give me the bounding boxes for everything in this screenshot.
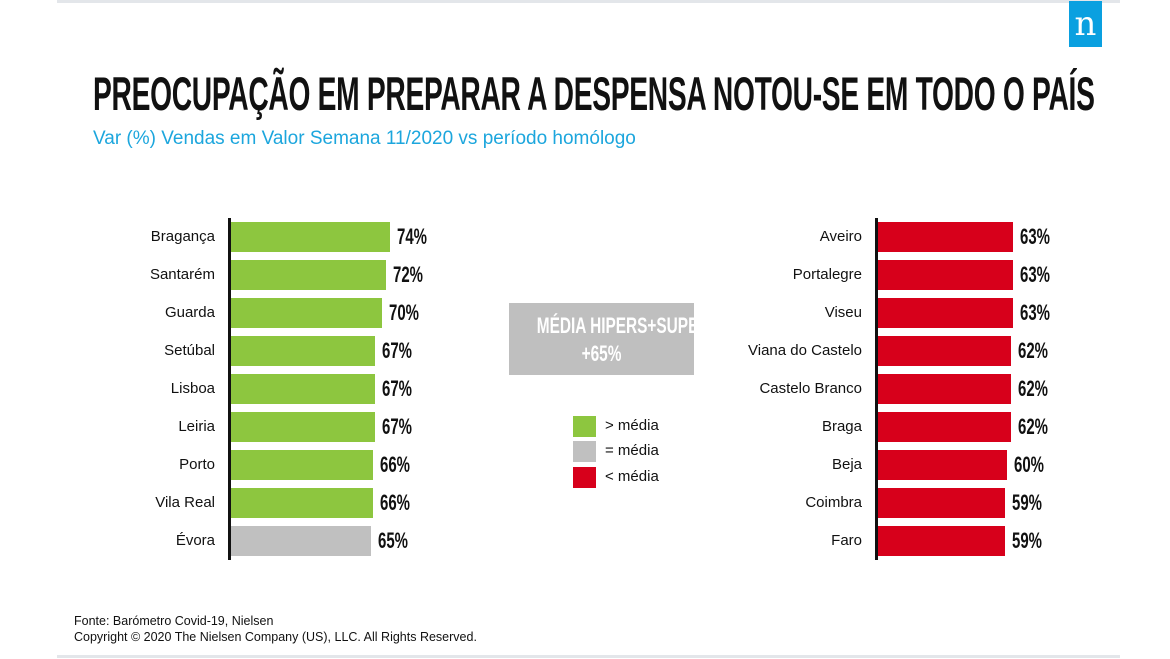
category-label: Castelo Branco [759, 380, 862, 397]
category-label: Santarém [149, 266, 215, 283]
category-label: Faro [831, 532, 862, 549]
value-label: 63% [1020, 300, 1051, 325]
bar-santarém [231, 260, 386, 290]
value-label: 62% [1018, 338, 1049, 363]
category-label: Viana do Castelo [748, 342, 862, 359]
value-label: 67% [382, 414, 412, 439]
value-label: 62% [1018, 376, 1049, 401]
bar-lisboa [231, 374, 376, 404]
value-label: 59% [1011, 528, 1042, 553]
category-label: Braga [821, 418, 862, 435]
average-value: +65% [581, 341, 622, 366]
legend-swatch-grey [573, 441, 596, 462]
category-label: Aveiro [819, 228, 862, 245]
value-label: 66% [379, 490, 410, 515]
value-label: 67% [382, 376, 412, 401]
nielsen-logo: n [1069, 1, 1102, 47]
footer: Fonte: Barómetro Covid-19, Nielsen Copyr… [74, 613, 477, 645]
bar-braga [878, 412, 1012, 442]
category-label: Bragança [150, 228, 215, 245]
category-label: Setúbal [164, 342, 215, 359]
bar-aveiro [878, 222, 1014, 252]
right-chart-axis [875, 218, 878, 560]
value-label: 59% [1011, 490, 1042, 515]
bottom-divider [57, 655, 1120, 658]
value-label: 62% [1018, 414, 1049, 439]
bar-vila-real [231, 488, 373, 518]
value-label: 72% [392, 262, 423, 287]
category-label: Viseu [824, 304, 862, 321]
value-label: 63% [1020, 224, 1051, 249]
value-label: 67% [382, 338, 412, 363]
bar-viseu [878, 298, 1014, 328]
bar-castelo-branco [878, 374, 1012, 404]
bar-leiria [231, 412, 376, 442]
category-label: Lisboa [170, 380, 215, 397]
bar-setúbal [231, 336, 376, 366]
copyright: Copyright © 2020 The Nielsen Company (US… [74, 630, 477, 644]
bar-viana-do-castelo [878, 336, 1012, 366]
category-label: Beja [831, 456, 862, 473]
legend-label: > média [605, 417, 659, 434]
category-label: Portalegre [792, 266, 862, 283]
average-label: MÉDIA HIPERS+SUPERS [536, 313, 720, 338]
value-label: 74% [397, 224, 428, 249]
value-label: 63% [1020, 262, 1051, 287]
legend-label: < média [605, 468, 659, 485]
legend-label: = média [605, 442, 659, 459]
bar-coimbra [878, 488, 1005, 518]
value-label: 70% [388, 300, 419, 325]
legend-swatch-green [573, 416, 596, 437]
category-label: Évora [175, 532, 215, 549]
category-label: Vila Real [155, 494, 215, 511]
page-title: PREOCUPAÇÃO EM PREPARAR A DESPENSA NOTOU… [93, 67, 1095, 120]
bar-bragança [231, 222, 391, 252]
category-label: Guarda [164, 304, 215, 321]
bar-faro [878, 526, 1005, 556]
top-divider [57, 0, 1120, 3]
category-label: Coimbra [805, 494, 862, 511]
subtitle: Var (%) Vendas em Valor Semana 11/2020 v… [93, 128, 636, 149]
bar-évora [231, 526, 371, 556]
bar-portalegre [878, 260, 1014, 290]
category-label: Leiria [178, 418, 215, 435]
left-chart-axis [228, 218, 231, 560]
value-label: 65% [377, 528, 408, 553]
category-label: Porto [179, 456, 215, 473]
bar-porto [231, 450, 373, 480]
value-label: 60% [1014, 452, 1044, 477]
source-note: Fonte: Barómetro Covid-19, Nielsen [74, 614, 274, 628]
value-label: 66% [379, 452, 410, 477]
legend-swatch-red [573, 467, 596, 488]
average-box: MÉDIA HIPERS+SUPERS +65% [509, 303, 720, 375]
bar-beja [878, 450, 1007, 480]
bar-guarda [231, 298, 382, 328]
